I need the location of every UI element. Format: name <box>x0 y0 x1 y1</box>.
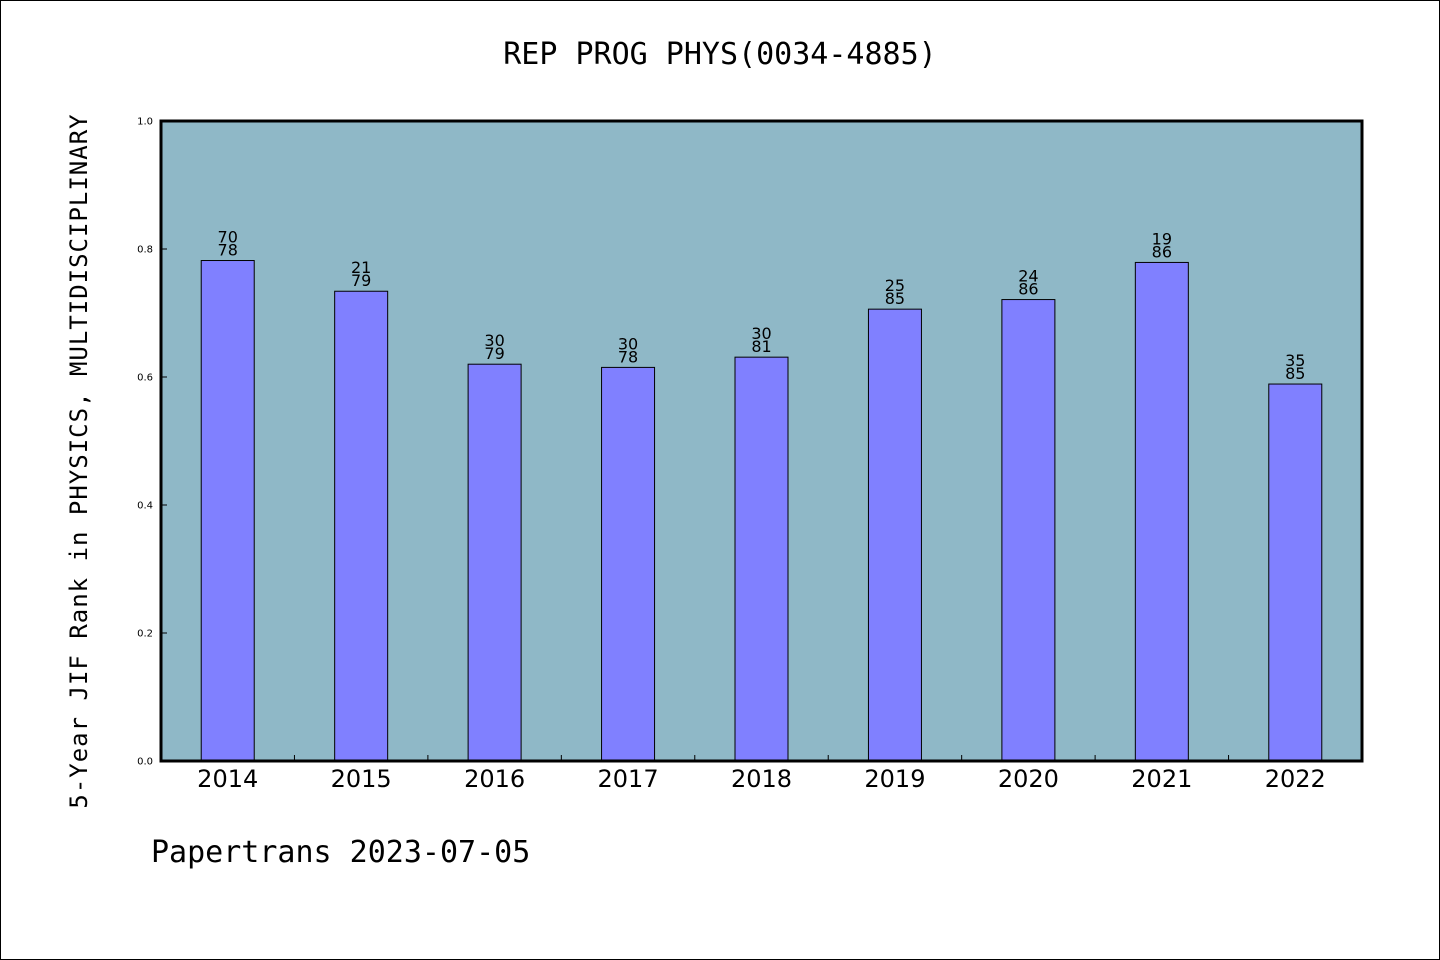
x-tick-label: 2020 <box>998 765 1059 793</box>
x-tick-label: 2016 <box>464 765 525 793</box>
bar-label-bottom: 78 <box>218 241 238 260</box>
bar-2019 <box>867 308 922 762</box>
x-tick-label: 2014 <box>197 765 258 793</box>
bar-2022 <box>1268 383 1323 762</box>
x-tick-label: 2019 <box>864 765 925 793</box>
bar-2017 <box>601 366 656 762</box>
bar-label-top: 24 <box>1018 267 1038 286</box>
bar-2014 <box>200 260 255 762</box>
bar-2018 <box>734 356 789 762</box>
bar-label-top: 25 <box>885 276 905 295</box>
bar-label-top: 35 <box>1285 351 1305 370</box>
bar-2016 <box>467 363 522 762</box>
bar-label-top: 30 <box>751 324 771 343</box>
bar-2020 <box>1001 299 1056 762</box>
bar-label-top: 19 <box>1152 229 1172 248</box>
y-tick-label: 1.0 <box>137 117 153 128</box>
x-tick-label: 2018 <box>731 765 792 793</box>
x-tick-label: 2021 <box>1131 765 1192 793</box>
x-tick-label: 2017 <box>598 765 659 793</box>
bar-label-bottom: 85 <box>1285 364 1305 383</box>
y-tick-label: 0.4 <box>137 501 153 512</box>
bar-label-top: 30 <box>618 334 638 353</box>
x-tick-label: 2022 <box>1265 765 1326 793</box>
footer-credit: Papertrans 2023-07-05 <box>151 835 531 870</box>
bar-label-bottom: 86 <box>1018 280 1038 299</box>
x-tick-label: 2015 <box>331 765 392 793</box>
bar-label-bottom: 81 <box>751 337 771 356</box>
bar-label-bottom: 79 <box>351 271 371 290</box>
bar-label-top: 30 <box>484 331 504 350</box>
bar-label-bottom: 86 <box>1152 242 1172 261</box>
bar-label-bottom: 79 <box>484 344 504 363</box>
y-tick-label: 0.8 <box>137 245 153 256</box>
y-tick-label: 0.0 <box>137 757 153 768</box>
y-tick-label: 0.6 <box>137 373 153 384</box>
bar-label-bottom: 78 <box>618 347 638 366</box>
plot-frame <box>159 119 1364 763</box>
chart-title: REP PROG PHYS(0034-4885) <box>503 37 937 72</box>
y-tick-label: 0.2 <box>137 629 153 640</box>
bar-label-top: 21 <box>351 258 371 277</box>
bar-2021 <box>1134 261 1189 762</box>
bar-label-bottom: 85 <box>885 289 905 308</box>
bar-2015 <box>334 290 389 762</box>
bar-label-top: 70 <box>218 228 238 247</box>
